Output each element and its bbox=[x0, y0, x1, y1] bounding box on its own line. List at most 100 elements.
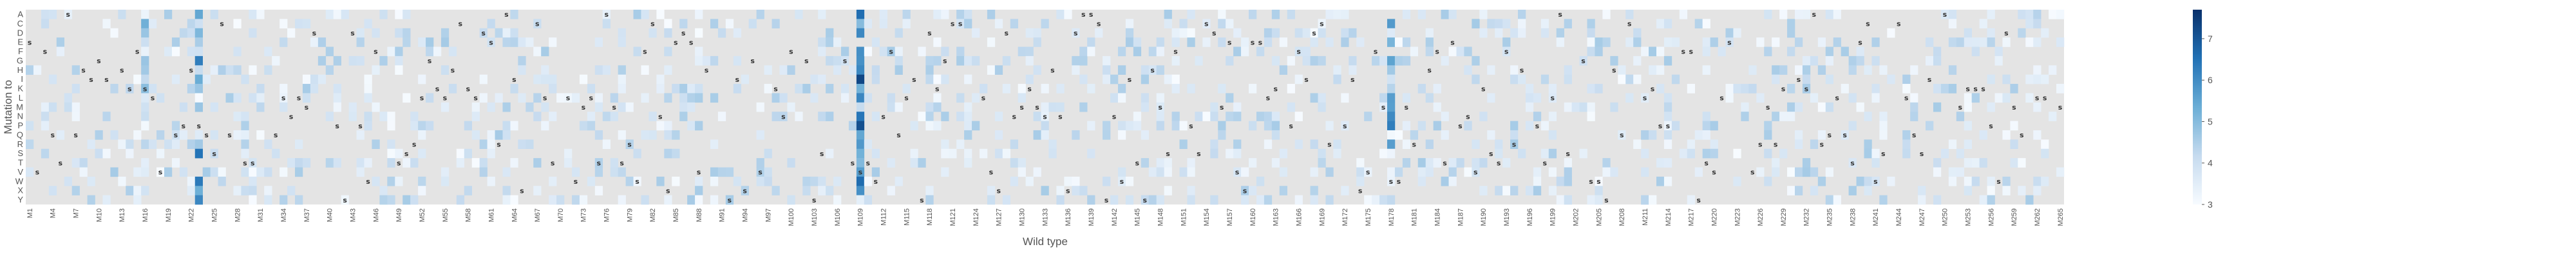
heatmap-cell bbox=[502, 186, 511, 195]
heatmap-cell bbox=[871, 74, 880, 84]
heatmap-cell bbox=[1264, 195, 1273, 205]
heatmap-cell bbox=[941, 167, 949, 177]
heatmap-cell bbox=[987, 186, 996, 195]
wildtype-marker: s bbox=[612, 103, 616, 112]
heatmap-cell bbox=[364, 93, 372, 103]
wildtype-marker: s bbox=[35, 168, 40, 177]
heatmap-cell bbox=[426, 121, 434, 131]
heatmap-cell bbox=[1117, 46, 1126, 57]
heatmap-cell bbox=[1825, 46, 1833, 57]
heatmap-cell bbox=[1041, 102, 1049, 112]
heatmap-cell bbox=[1141, 102, 1150, 112]
heatmap-cell bbox=[1987, 74, 1995, 84]
heatmap-cell bbox=[779, 65, 788, 75]
heatmap-cell bbox=[402, 10, 411, 19]
x-tick-label: M178 bbox=[1388, 208, 1396, 226]
x-tick-label: M7 bbox=[72, 208, 80, 218]
wildtype-marker: s bbox=[1358, 186, 1363, 195]
heatmap-cell bbox=[964, 55, 972, 66]
heatmap-cell bbox=[1141, 93, 1150, 103]
heatmap-cell bbox=[818, 74, 826, 84]
heatmap-cell bbox=[1595, 195, 1603, 205]
wildtype-marker: s bbox=[243, 159, 247, 167]
heatmap-cell bbox=[1402, 93, 1411, 103]
x-tick-label: M265 bbox=[2057, 208, 2065, 226]
x-tick-label: M175 bbox=[1365, 208, 1372, 226]
wildtype-marker: s bbox=[620, 159, 624, 167]
heatmap-cell bbox=[1402, 55, 1411, 66]
heatmap-cell bbox=[1279, 167, 1288, 177]
heatmap-cell bbox=[310, 74, 319, 84]
heatmap-cell bbox=[1871, 55, 1880, 66]
heatmap-cell bbox=[187, 139, 196, 150]
heatmap-cell bbox=[1287, 102, 1295, 112]
heatmap-cell bbox=[41, 102, 50, 112]
heatmap-cell bbox=[264, 186, 272, 195]
heatmap-cell bbox=[1633, 55, 1642, 66]
heatmap-cell bbox=[440, 176, 450, 186]
wildtype-marker: s bbox=[1550, 94, 1555, 103]
heatmap-cell bbox=[87, 195, 95, 205]
heatmap-cell bbox=[1041, 84, 1049, 94]
heatmap-cell bbox=[102, 195, 111, 205]
heatmap-cell bbox=[241, 130, 249, 140]
heatmap-cell bbox=[1394, 130, 1403, 140]
heatmap-cell bbox=[1448, 10, 1457, 19]
wildtype-marker: s bbox=[504, 10, 509, 19]
heatmap-cell bbox=[1148, 65, 1157, 75]
heatmap-cell bbox=[264, 46, 272, 57]
heatmap-cell bbox=[487, 130, 495, 140]
heatmap-cell bbox=[1079, 55, 1088, 66]
wildtype-marker: s bbox=[589, 94, 594, 103]
heatmap-cell bbox=[1787, 19, 1795, 29]
heatmap-cell bbox=[533, 74, 542, 84]
heatmap-cell bbox=[133, 74, 142, 84]
heatmap-cell bbox=[1495, 139, 1503, 150]
heatmap-cell bbox=[341, 195, 349, 205]
heatmap-cell bbox=[518, 93, 526, 103]
heatmap-cell bbox=[1117, 167, 1126, 177]
heatmap-cell bbox=[964, 148, 972, 159]
x-tick-label: M205 bbox=[1595, 208, 1603, 226]
wildtype-marker: s bbox=[728, 196, 732, 204]
heatmap-cell bbox=[1633, 74, 1642, 84]
heatmap-cell bbox=[26, 65, 34, 75]
heatmap-cell bbox=[1456, 158, 1464, 168]
heatmap-cell bbox=[1056, 10, 1065, 19]
heatmap-cell bbox=[1479, 112, 1488, 121]
heatmap-cell bbox=[1372, 55, 1380, 66]
x-tick-label: M214 bbox=[1665, 208, 1672, 226]
heatmap-cell bbox=[279, 37, 288, 47]
heatmap-cell bbox=[126, 139, 134, 150]
heatmap-cell bbox=[1548, 93, 1557, 103]
heatmap-cell bbox=[725, 195, 734, 205]
heatmap-cell bbox=[1417, 10, 1426, 19]
heatmap-cell bbox=[1425, 37, 1434, 47]
heatmap-cell bbox=[1979, 130, 1987, 140]
heatmap-cell bbox=[2033, 37, 2041, 47]
wildtype-marker: s bbox=[1696, 196, 1701, 204]
wildtype-marker: s bbox=[1689, 48, 1693, 56]
heatmap-cell bbox=[1794, 130, 1803, 140]
heatmap-cell bbox=[1871, 37, 1880, 47]
heatmap-cell bbox=[1802, 55, 1811, 66]
heatmap-cell bbox=[1687, 139, 1696, 150]
heatmap-cell bbox=[594, 167, 603, 177]
wildtype-marker: s bbox=[1289, 122, 1293, 130]
x-tick-label: M85 bbox=[672, 208, 680, 222]
heatmap-cell bbox=[1425, 93, 1434, 103]
heatmap-cell bbox=[1095, 28, 1103, 38]
heatmap-cell bbox=[687, 102, 696, 112]
heatmap-cell bbox=[1656, 176, 1665, 186]
heatmap-cell bbox=[426, 37, 434, 47]
heatmap-cell bbox=[2041, 139, 2049, 150]
x-tick-label: M151 bbox=[1180, 208, 1188, 226]
heatmap-cell bbox=[610, 112, 618, 121]
heatmap-cell bbox=[610, 93, 618, 103]
heatmap-cell bbox=[695, 121, 703, 131]
heatmap-cell bbox=[618, 102, 626, 112]
heatmap-cell bbox=[1964, 37, 1972, 47]
heatmap-cell bbox=[833, 195, 842, 205]
wildtype-marker: s bbox=[1019, 103, 1024, 112]
heatmap-cell bbox=[325, 158, 334, 168]
